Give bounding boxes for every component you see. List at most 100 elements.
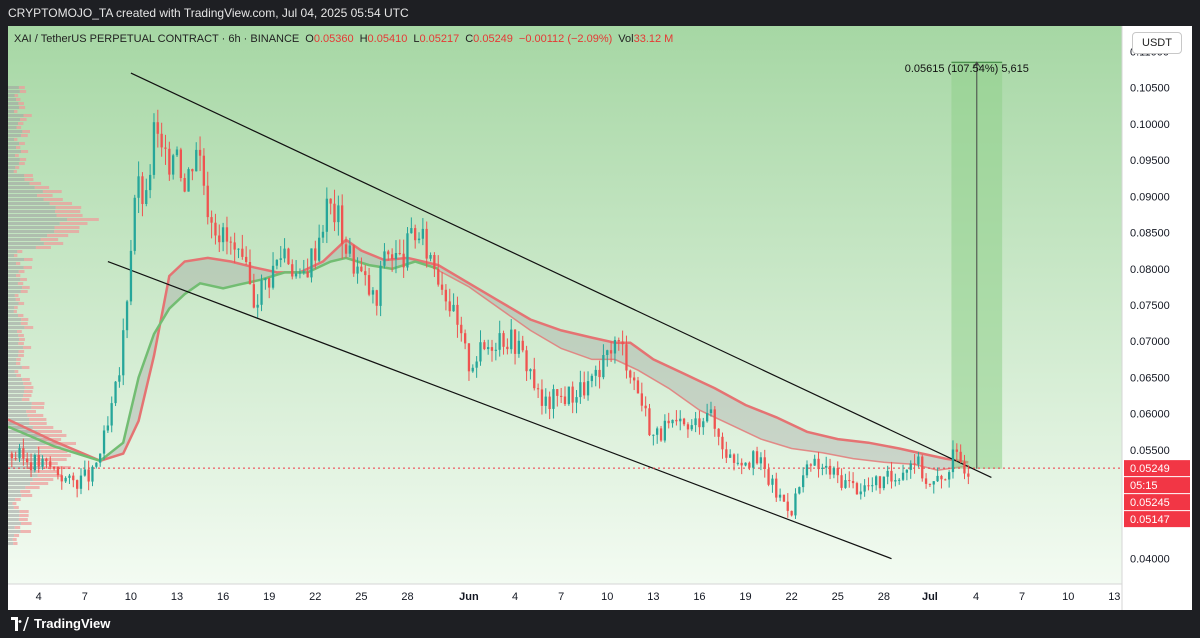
candle-body	[763, 457, 766, 469]
price-tick-label: 0.08000	[1130, 264, 1170, 276]
currency-button[interactable]: USDT	[1132, 32, 1182, 54]
candle-body	[813, 458, 816, 466]
volume-profile-bar	[29, 182, 42, 185]
candle-body	[782, 494, 786, 502]
volume-profile-bar	[8, 278, 21, 281]
candle-body	[740, 462, 743, 466]
candle-body	[125, 301, 129, 331]
volume-profile-bar	[8, 514, 20, 517]
volume-profile-bar	[8, 370, 15, 373]
candle-body	[533, 369, 536, 389]
volume-profile-bar	[8, 430, 38, 433]
candle-body	[225, 227, 229, 242]
volume-profile-bar	[8, 246, 36, 249]
candle-body	[955, 449, 958, 452]
volume-profile-bar	[8, 350, 19, 353]
volume-profile-bar	[8, 290, 21, 293]
candle-body	[202, 155, 205, 186]
volume-profile-bar	[21, 366, 30, 369]
volume-profile-bar	[43, 198, 63, 201]
volume-profile-bar	[8, 166, 16, 169]
volume-profile-bar	[8, 466, 43, 469]
volume-profile-bar	[40, 458, 67, 461]
candle-body	[168, 148, 171, 175]
candle-body	[218, 235, 221, 243]
volume-profile-bar	[8, 114, 24, 117]
time-tick-label: 4	[512, 591, 518, 603]
volume-profile-bar	[59, 222, 88, 225]
volume-profile-bar	[8, 490, 21, 493]
volume-profile-bar	[8, 366, 22, 369]
volume-profile-bar	[8, 222, 60, 225]
candle-body	[483, 342, 486, 350]
candle-body	[41, 458, 44, 467]
price-tag-label: 0.05147	[1130, 514, 1170, 526]
volume-profile-bar	[8, 154, 15, 157]
time-tick-label: 28	[401, 591, 413, 603]
candle-body	[713, 409, 716, 429]
candle-body	[187, 169, 190, 192]
candle-body	[525, 350, 528, 372]
volume-profile-bar	[8, 454, 43, 457]
time-axis-background	[8, 584, 1122, 610]
volume-profile-bar	[8, 126, 17, 129]
candle-body	[663, 420, 666, 441]
candle-body	[928, 483, 932, 485]
volume-profile-bar	[16, 262, 21, 265]
volume-profile-bar	[19, 158, 27, 161]
candle-body	[682, 418, 686, 425]
volume-profile-bar	[8, 394, 24, 397]
volume-profile-bar	[8, 150, 22, 153]
volume-profile-bar	[55, 210, 81, 213]
candle-body	[367, 275, 371, 295]
volume-profile-bar	[49, 202, 72, 205]
volume-profile-bar	[8, 494, 22, 497]
price-chart[interactable]: 0.110000.105000.100000.095000.090000.085…	[8, 26, 1192, 610]
candle-body	[502, 333, 505, 347]
volume-profile-bar	[32, 426, 54, 429]
volume-profile-bar	[16, 126, 22, 129]
volume-profile-bar	[8, 90, 20, 93]
time-tick-label: 16	[693, 591, 705, 603]
volume-profile-bar	[8, 506, 14, 509]
candle-body	[898, 479, 901, 481]
volume-profile-bar	[19, 106, 26, 109]
volume-profile-bar	[27, 414, 44, 417]
candle-body	[648, 408, 651, 436]
volume-profile-bar	[16, 358, 21, 361]
volume-profile-bar	[8, 318, 22, 321]
candle-body	[179, 149, 182, 178]
candle-body	[633, 377, 636, 381]
candle-body	[268, 278, 271, 288]
candle-body	[590, 375, 593, 382]
candle-body	[932, 481, 935, 485]
volume-profile-bar	[24, 174, 33, 177]
volume-profile-bar	[19, 514, 29, 517]
candle-body	[640, 393, 643, 406]
volume-profile-bar	[8, 354, 19, 357]
candle-body	[709, 409, 713, 413]
candle-body	[659, 428, 663, 441]
time-tick-label: 13	[171, 591, 183, 603]
candle-body	[321, 231, 325, 238]
volume-profile-bar	[40, 238, 59, 241]
candle-body	[540, 389, 544, 406]
time-tick-label: 10	[1062, 591, 1074, 603]
candle-body	[548, 396, 551, 409]
volume-profile-bar	[16, 98, 21, 101]
candle-body	[110, 403, 113, 426]
candle-body	[744, 462, 747, 466]
candle-body	[56, 466, 60, 476]
volume-profile-bar	[8, 242, 44, 245]
price-tick-label: 0.07000	[1130, 336, 1170, 348]
candle-body	[790, 510, 793, 516]
volume-profile-bar	[32, 478, 54, 481]
candle-body	[652, 434, 655, 436]
candle-body	[629, 370, 632, 378]
volume-profile-bar	[16, 274, 21, 277]
candle-body	[825, 465, 828, 468]
candle-body	[95, 462, 98, 467]
candle-body	[609, 350, 613, 354]
volume-profile-bar	[42, 190, 62, 193]
footer-brand: TradingView	[34, 616, 111, 631]
